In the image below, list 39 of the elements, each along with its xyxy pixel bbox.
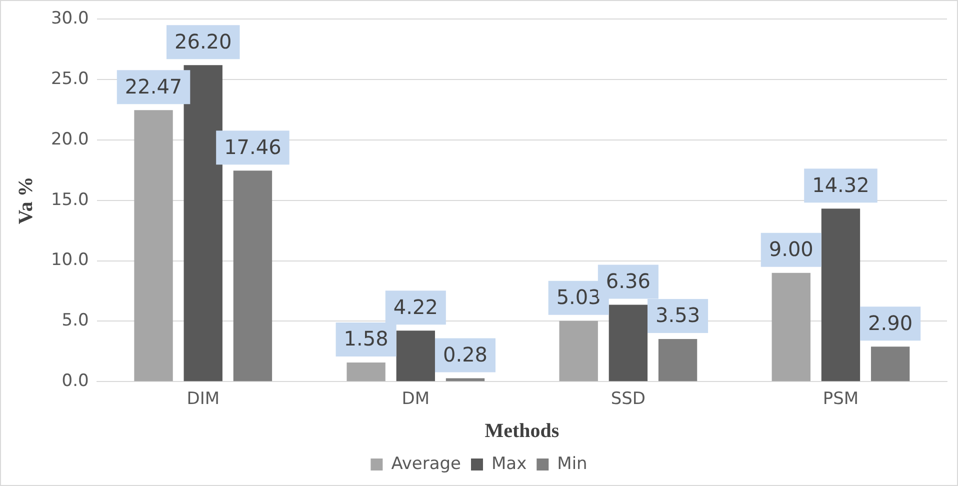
data-label: 14.32 xyxy=(812,172,870,197)
legend-label: Average xyxy=(391,454,461,474)
y-tick-label: 30.0 xyxy=(50,8,89,29)
y-axis-title: Va % xyxy=(15,176,38,224)
bar xyxy=(233,170,272,382)
x-axis-title: Methods xyxy=(484,420,560,442)
data-label: 26.20 xyxy=(174,29,232,54)
bar xyxy=(658,338,698,382)
x-tick-label: SSD xyxy=(610,389,646,410)
data-label: 2.90 xyxy=(868,310,913,335)
data-label: 4.22 xyxy=(393,294,438,319)
data-label: 9.00 xyxy=(768,237,814,262)
data-label: 17.46 xyxy=(224,134,282,159)
bar xyxy=(184,65,222,382)
y-tick-label: 5.0 xyxy=(62,310,89,331)
y-tick-label: 10.0 xyxy=(50,250,89,270)
bar xyxy=(870,346,910,382)
legend-label: Min xyxy=(557,454,588,474)
data-label: 6.36 xyxy=(606,268,650,293)
y-tick-label: 15.0 xyxy=(50,190,89,210)
data-label: 3.53 xyxy=(656,303,700,328)
data-label: 0.28 xyxy=(442,342,488,366)
data-label: 5.03 xyxy=(556,285,601,310)
legend-label: Max xyxy=(492,454,527,474)
bar xyxy=(446,378,485,382)
bar xyxy=(346,362,386,382)
x-tick-label: DM xyxy=(402,389,430,410)
bar xyxy=(608,304,648,382)
y-tick-label: 20.0 xyxy=(50,129,89,150)
data-label: 1.58 xyxy=(344,326,388,351)
bar xyxy=(134,110,173,382)
y-tick-label: 0.0 xyxy=(62,371,89,392)
bar xyxy=(559,320,598,382)
x-tick-label: DIM xyxy=(186,389,220,410)
bar xyxy=(821,208,860,382)
bar xyxy=(772,272,810,382)
data-label: 22.47 xyxy=(124,74,182,98)
x-tick-label: PSM xyxy=(822,389,859,410)
y-tick-label: 25.0 xyxy=(50,69,89,90)
